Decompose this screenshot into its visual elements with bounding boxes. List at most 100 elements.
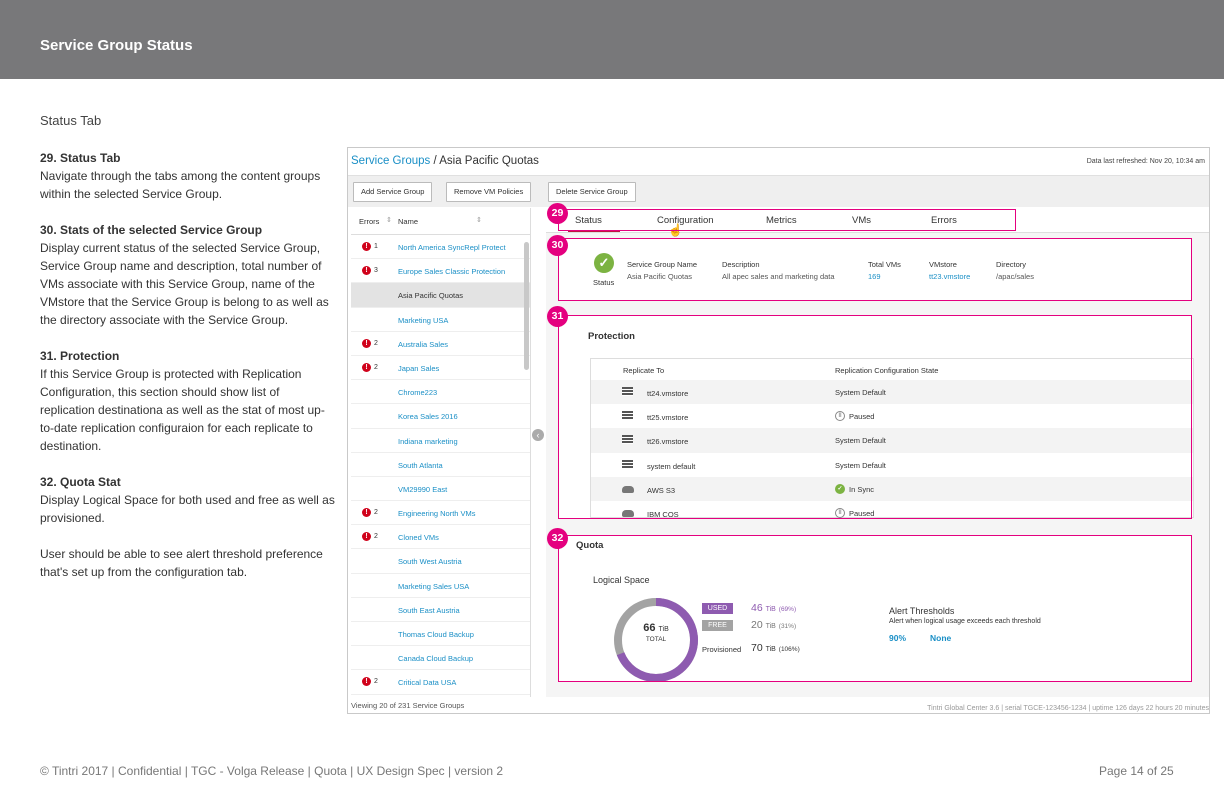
list-item[interactable]: South Atlanta [351, 453, 530, 477]
service-group-name[interactable]: Australia Sales [398, 339, 449, 349]
service-group-name[interactable]: Marketing Sales USA [398, 581, 470, 591]
list-item[interactable]: ! 2 Japan Sales [351, 356, 530, 381]
list-item[interactable]: Chrome223 [351, 380, 530, 405]
service-group-name[interactable]: Korea Sales 2016 [398, 412, 458, 422]
remove-vm-policies-button[interactable]: Remove VM Policies [446, 182, 532, 202]
description-heading: Description [722, 260, 760, 269]
annotation-notes: 29. Status Tab Navigate through the tabs … [40, 149, 335, 599]
paused-icon: II [835, 507, 845, 518]
content-pane: Status Configuration Metrics VMs Errors … [546, 203, 1209, 697]
callout-box-29 [558, 209, 1016, 231]
replicate-target-name: tt26.vmstore [647, 437, 689, 447]
error-count: 2 [374, 533, 378, 541]
replication-row: system default System Default [591, 453, 1193, 477]
app-screenshot: Service Groups / Asia Pacific Quotas Dat… [347, 147, 1210, 714]
service-group-name[interactable]: Europe Sales Classic Protection [398, 267, 506, 277]
list-item[interactable]: ! 2 Critical Data USA [351, 670, 530, 695]
breadcrumb-service-groups[interactable]: Service Groups [351, 155, 431, 167]
list-item[interactable]: ! 1 North America SyncRepl Protect [351, 235, 530, 260]
list-item[interactable]: Marketing Sales USA [351, 574, 530, 598]
list-item[interactable]: Marketing USA [351, 308, 530, 332]
collapse-pane-icon[interactable]: ‹ [532, 429, 544, 441]
service-group-name[interactable]: Chrome223 [398, 388, 438, 398]
list-item[interactable]: Korea Sales 2016 [351, 404, 530, 429]
vmstore-heading: VMstore [929, 260, 957, 269]
note-32: 32. Quota Stat Display Logical Space for … [40, 475, 335, 525]
service-group-name[interactable]: South Atlanta [398, 460, 443, 470]
sort-errors-icon[interactable]: ⇕ [386, 217, 392, 224]
service-group-name[interactable]: South East Austria [398, 605, 460, 615]
server-icon [622, 435, 633, 445]
list-item[interactable]: South East Austria [351, 598, 530, 622]
tab-bar: Status Configuration Metrics VMs Errors … [546, 208, 1209, 237]
col-name[interactable]: Name [398, 217, 419, 226]
service-group-list: Errors ⇕ Name ⇕ ! 1 North America SyncRepl… [351, 208, 531, 697]
error-alert-icon: ! [362, 677, 371, 687]
list-item[interactable]: Canada Cloud Backup [351, 646, 530, 671]
service-group-name[interactable]: Asia Pacific Quotas [398, 291, 464, 301]
service-group-name[interactable]: Critical Data USA [398, 678, 457, 688]
col-errors[interactable]: Errors [359, 217, 380, 226]
note-31: 31. Protection If this Service Group is p… [40, 349, 325, 453]
service-group-name[interactable]: Canada Cloud Backup [398, 654, 474, 664]
total-vms-link[interactable]: 169 [868, 272, 881, 281]
list-count: Viewing 20 of 231 Service Groups [351, 701, 465, 710]
tab-status[interactable]: Status [575, 215, 602, 226]
add-service-group-button[interactable]: Add Service Group [353, 182, 433, 202]
list-item[interactable]: ! 2 Cloned VMs [351, 525, 530, 550]
list-item[interactable]: Indiana marketing [351, 429, 530, 453]
tab-configuration[interactable]: Configuration [657, 215, 714, 226]
threshold-1-value[interactable]: 90% [889, 633, 907, 643]
service-group-name[interactable]: Engineering North VMs [398, 509, 476, 519]
callout-29: 29 [547, 203, 568, 224]
col-replication-state: Replication Configuration State [835, 366, 939, 375]
service-group-name[interactable]: Cloned VMs [398, 533, 439, 543]
service-group-name[interactable]: North America SyncRepl Protect [398, 243, 506, 252]
version-info: Tintri Global Center 3.6 | serial TGCE-1… [927, 705, 1209, 712]
list-item[interactable]: Asia Pacific Quotas [351, 283, 530, 308]
replication-state: Paused [849, 508, 875, 518]
error-count: 2 [374, 339, 378, 347]
list-item[interactable]: VM29990 East [351, 477, 530, 502]
replication-state: Paused [849, 412, 875, 422]
status-label: Status [593, 278, 615, 287]
active-tab-indicator [568, 230, 620, 232]
list-item[interactable]: ! 2 Australia Sales [351, 332, 530, 356]
tab-metrics[interactable]: Metrics [766, 215, 797, 226]
list-item[interactable]: South West Austria [351, 549, 530, 574]
sort-name-icon[interactable]: ⇕ [476, 217, 482, 224]
list-item[interactable]: ! 3 Europe Sales Classic Protection [351, 259, 530, 284]
replication-row: IBM COS II Paused [591, 501, 1193, 525]
page-title: Service Group Status [40, 37, 193, 54]
total-label: TOTAL [645, 636, 667, 643]
vmstore-link[interactable]: tt23.vmstore [929, 272, 971, 281]
quota-card: Quota Logical Space 66 TiB TOTAL USED 46… [558, 535, 1191, 682]
error-alert-icon: ! [362, 362, 371, 372]
service-group-name[interactable]: Japan Sales [398, 363, 440, 373]
list-item[interactable]: ! 2 Engineering North VMs [351, 501, 530, 526]
service-group-name[interactable]: Thomas Cloud Backup [398, 630, 474, 639]
service-group-name[interactable]: Marketing USA [398, 315, 449, 325]
breadcrumb-sep: / [430, 155, 440, 167]
provisioned-label: Provisioned [702, 645, 742, 654]
free-value: 20 TiB (31%) [751, 619, 797, 631]
callout-30: 30 [547, 235, 568, 256]
service-group-name[interactable]: VM29990 East [398, 484, 448, 494]
replication-table-header: Replicate To Replication Configuration S… [591, 359, 1193, 380]
threshold-2-value[interactable]: None [930, 633, 952, 643]
service-group-name[interactable]: South West Austria [398, 557, 462, 567]
error-alert-icon: ! [362, 242, 371, 251]
replication-state: System Default [835, 460, 886, 470]
list-scrollbar[interactable] [524, 242, 529, 370]
tab-errors[interactable]: Errors [931, 215, 957, 226]
refresh-timestamp: Data last refreshed: Nov 20, 10:34 am [1086, 158, 1205, 165]
service-group-name[interactable]: Indiana marketing [398, 436, 458, 446]
breadcrumb: Service Groups / Asia Pacific Quotas [351, 155, 539, 167]
list-item[interactable]: Thomas Cloud Backup [351, 622, 530, 647]
callout-box-30 [558, 238, 1192, 301]
replication-row: tt25.vmstore II Paused [591, 404, 1193, 428]
delete-service-group-button[interactable]: Delete Service Group [548, 182, 636, 202]
logical-space-donut [614, 598, 698, 682]
description-value: All apec sales and marketing data [722, 272, 835, 281]
tab-vms[interactable]: VMs [852, 215, 871, 226]
